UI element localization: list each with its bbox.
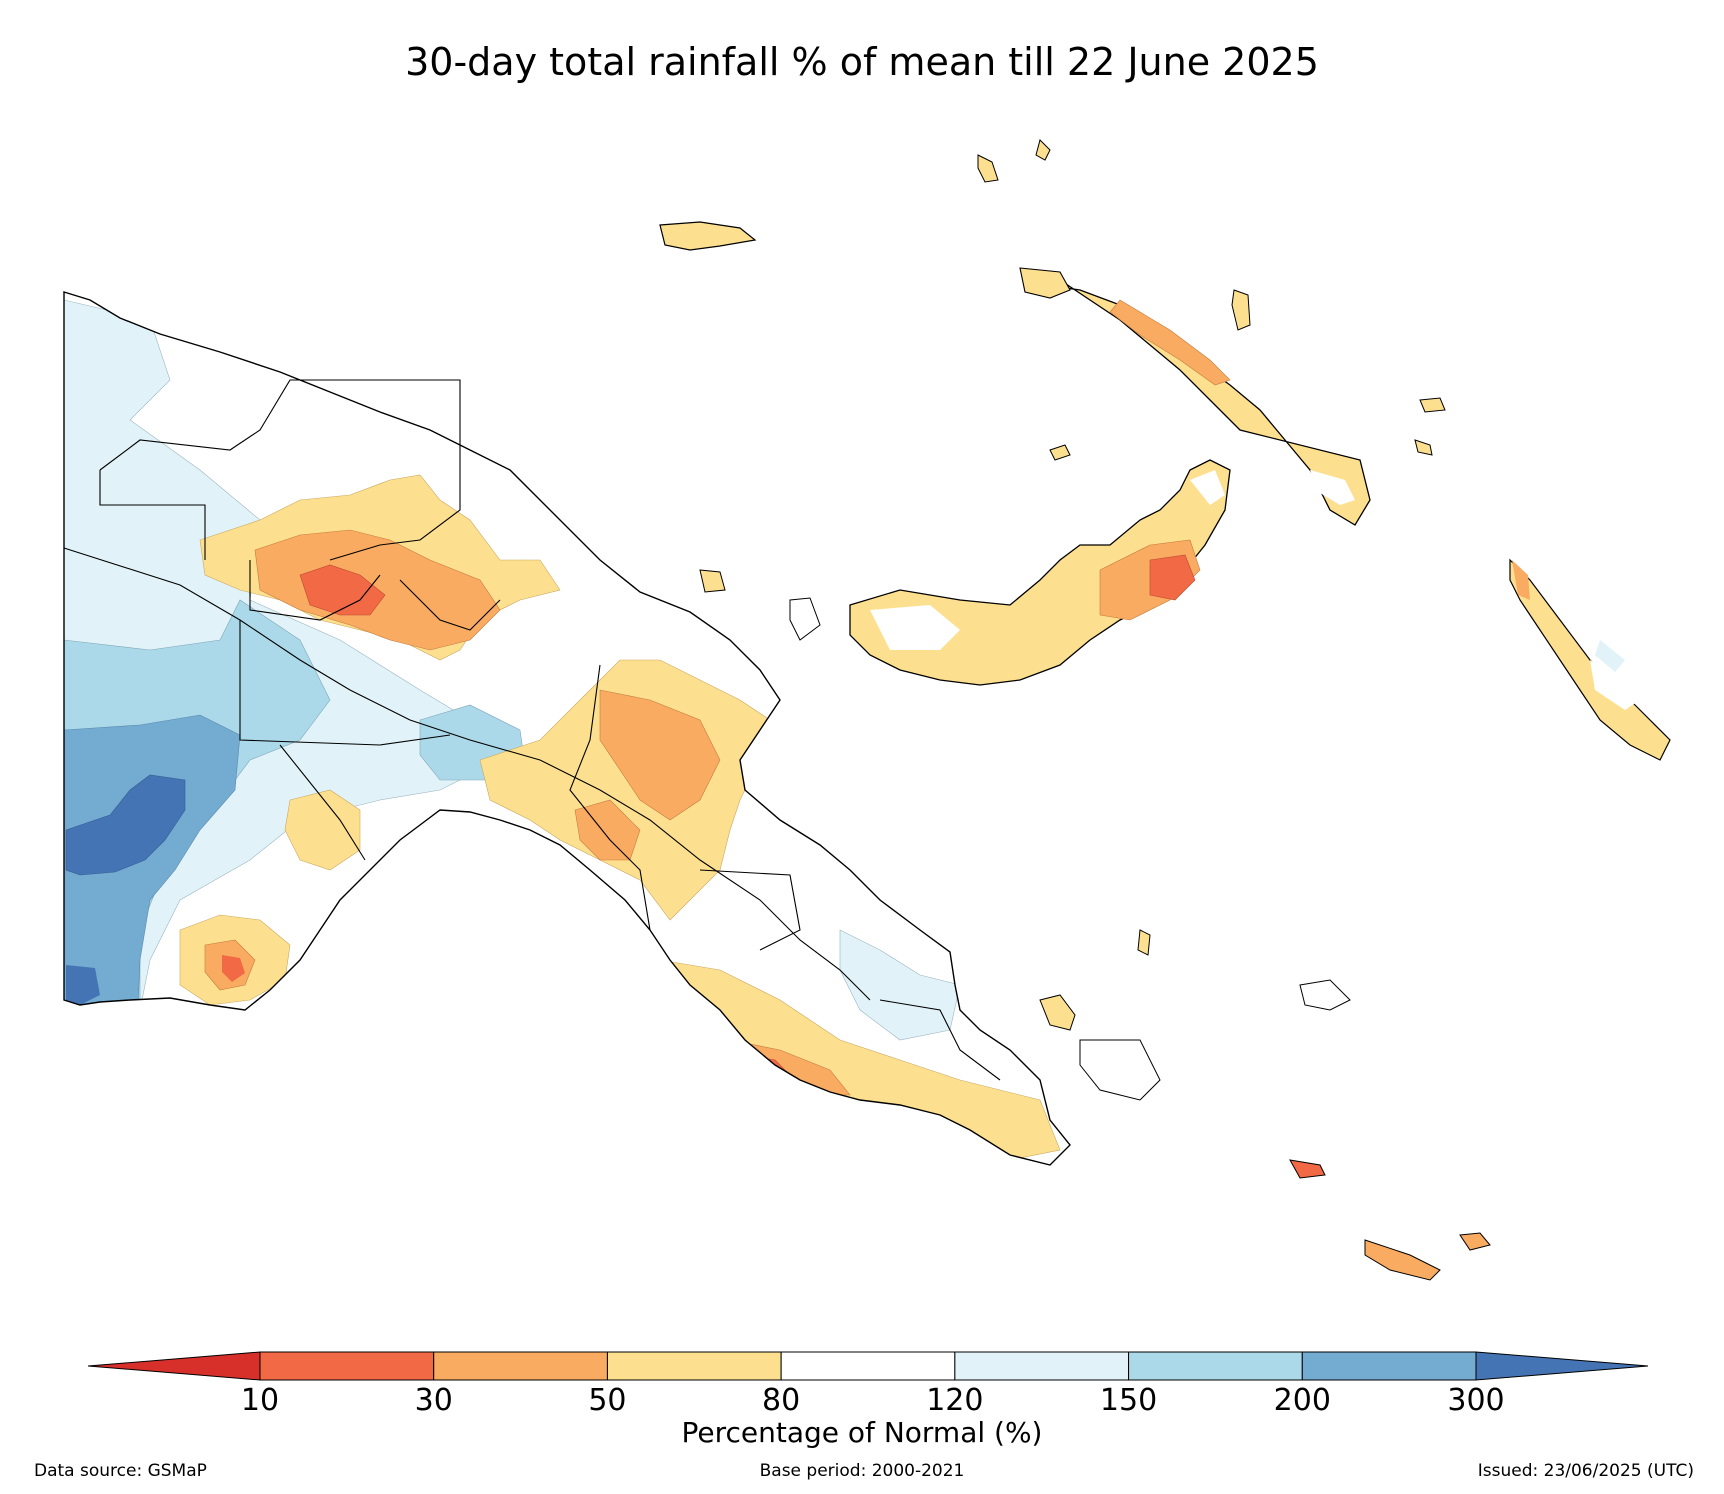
zone-red-south — [222, 955, 245, 982]
colorbar-title: Percentage of Normal (%) — [681, 1416, 1043, 1449]
data-source-note: Data source: GSMaP — [34, 1461, 207, 1481]
colorbar-tick-label: 80 — [762, 1383, 801, 1418]
island-bougainville — [1509, 558, 1671, 761]
colorbar-bin-30-50 — [433, 1351, 608, 1381]
colorbar-bin-10-30 — [259, 1351, 435, 1381]
colorbar-segments — [87, 1351, 1649, 1381]
mainland-png — [63, 291, 1071, 1166]
colorbar-tick-label: 30 — [414, 1383, 453, 1418]
zone-red-highlands — [299, 564, 386, 616]
small-islands — [699, 139, 1491, 1281]
island-new-ireland — [1019, 267, 1371, 526]
island-manus — [659, 221, 757, 251]
colorbar-bin->300 — [1475, 1351, 1649, 1381]
colorbar-tick-label: 50 — [588, 1383, 627, 1418]
colorbar-tick-label: 300 — [1447, 1383, 1505, 1418]
island-new-britain — [849, 459, 1231, 686]
rainfall-map — [63, 139, 1671, 1281]
colorbar-bin-50-80 — [606, 1351, 782, 1381]
map-title: 30-day total rainfall % of mean till 22 … — [405, 40, 1319, 84]
base-period-note: Base period: 2000-2021 — [759, 1461, 965, 1481]
colorbar-bin-200-300 — [1301, 1351, 1477, 1381]
province-boundaries — [63, 379, 1001, 1081]
colorbar-tick-label: 150 — [1099, 1383, 1158, 1418]
zone-dark-blue-west — [65, 774, 186, 876]
colorbar-tick-label: 10 — [240, 1383, 280, 1418]
mainland-coastline — [63, 291, 1071, 1166]
colorbar-bin-<10 — [87, 1351, 261, 1381]
issued-note: Issued: 23/06/2025 (UTC) — [1477, 1461, 1694, 1481]
zone-orange-east — [599, 689, 721, 821]
colorbar-tick-label: 120 — [926, 1383, 984, 1418]
colorbar-bin-80-120 — [780, 1351, 956, 1381]
colorbar-bin-120-150 — [954, 1351, 1130, 1381]
zone-yellow-southcentral — [284, 789, 361, 871]
colorbar-tick-label: 200 — [1273, 1383, 1331, 1418]
colorbar-bin-150-200 — [1128, 1351, 1303, 1381]
zone-dark-blue-southwest — [66, 965, 100, 1005]
